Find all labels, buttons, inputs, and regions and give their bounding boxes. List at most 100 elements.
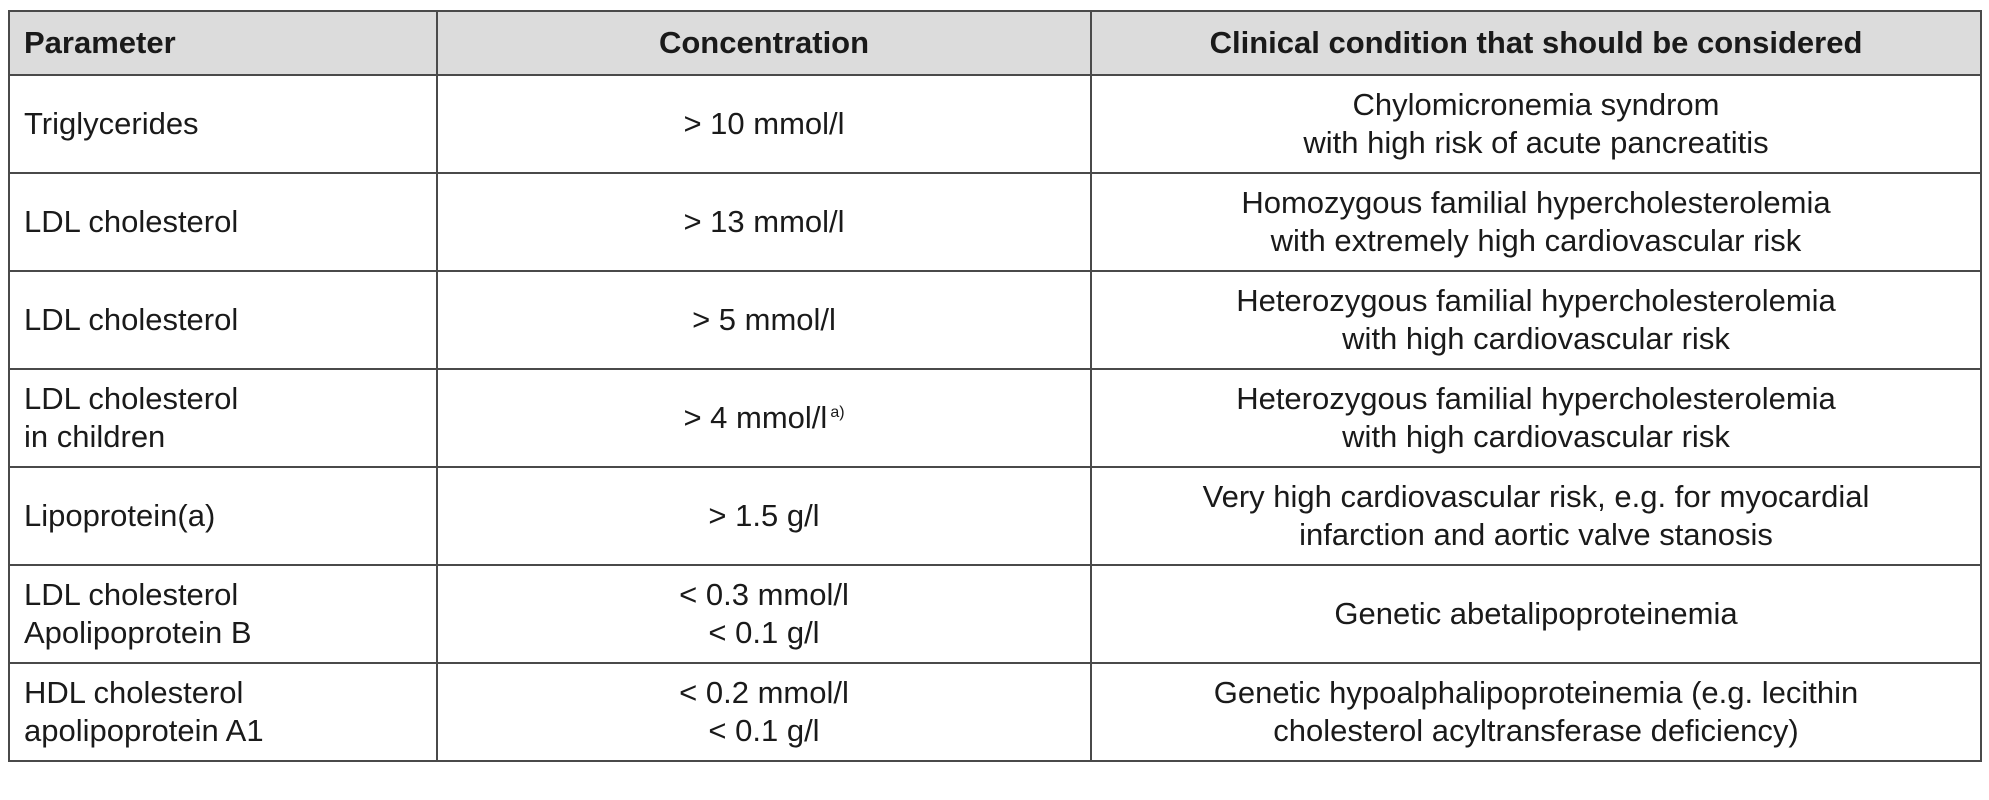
condition-cell-text: Homozygous familial hypercholesterolemia xyxy=(1241,185,1831,220)
concentration-cell-text: < 0.1 g/l xyxy=(708,615,820,650)
condition-cell-line: infarction and aortic valve stanosis xyxy=(1106,516,1966,554)
concentration-cell: > 10 mmol/l xyxy=(436,74,1092,174)
concentration-cell-text: > 10 mmol/l xyxy=(683,106,845,141)
parameter-cell-text: Apolipoprotein B xyxy=(24,615,252,650)
parameter-cell-text: LDL cholesterol xyxy=(24,302,239,337)
footnote-marker: a) xyxy=(830,403,845,421)
parameter-cell-line: LDL cholesterol xyxy=(24,301,422,339)
condition-cell-text: Very high cardiovascular risk, e.g. for … xyxy=(1202,479,1870,514)
condition-cell-text: Genetic abetalipoproteinemia xyxy=(1334,596,1738,631)
table-row: Lipoprotein(a) > 1.5 g/l Very high cardiov… xyxy=(8,466,1982,566)
condition-cell: Heterozygous familial hypercholesterolem… xyxy=(1090,270,1982,370)
parameter-cell: LDL cholesterol Apolipoprotein B xyxy=(8,564,438,664)
parameter-cell-text: Lipoprotein(a) xyxy=(24,498,216,533)
concentration-cell-text: > 4 mmol/l xyxy=(683,400,828,435)
parameter-cell-line: Lipoprotein(a) xyxy=(24,497,422,535)
table-row: LDL cholesterol Apolipoprotein B < 0.3 mmo… xyxy=(8,564,1982,664)
concentration-cell-line: < 0.3 mmol/l xyxy=(452,576,1076,614)
concentration-cell-line: > 4 mmol/l a) xyxy=(452,399,1076,437)
header-parameter: Parameter xyxy=(8,10,438,76)
concentration-cell: < 0.3 mmol/l < 0.1 g/l xyxy=(436,564,1092,664)
header-concentration: Concentration xyxy=(436,10,1092,76)
condition-cell-line: Homozygous familial hypercholesterolemia xyxy=(1106,184,1966,222)
parameter-cell-text: in children xyxy=(24,419,166,454)
condition-cell-text: infarction and aortic valve stanosis xyxy=(1299,517,1773,552)
parameter-cell-line: LDL cholesterol xyxy=(24,380,422,418)
parameter-cell-text: LDL cholesterol xyxy=(24,577,239,612)
condition-cell-line: Genetic abetalipoproteinemia xyxy=(1106,595,1966,633)
parameter-cell-text: HDL cholesterol xyxy=(24,675,244,710)
concentration-cell-text: < 0.1 g/l xyxy=(708,713,820,748)
condition-cell-line: with high cardiovascular risk xyxy=(1106,320,1966,358)
concentration-cell: > 1.5 g/l xyxy=(436,466,1092,566)
parameter-cell-line: HDL cholesterol xyxy=(24,674,422,712)
condition-cell-text: with high cardiovascular risk xyxy=(1342,321,1730,356)
concentration-cell: > 13 mmol/l xyxy=(436,172,1092,272)
condition-cell-text: Heterozygous familial hypercholesterolem… xyxy=(1236,283,1836,318)
condition-cell: Chylomicronemia syndrom with high risk of… xyxy=(1090,74,1982,174)
concentration-cell-line: > 10 mmol/l xyxy=(452,105,1076,143)
table-row: HDL cholesterol apolipoprotein A1 < 0.2 mm… xyxy=(8,662,1982,762)
condition-cell-text: with high cardiovascular risk xyxy=(1342,419,1730,454)
parameter-cell-text: LDL cholesterol xyxy=(24,381,239,416)
parameter-cell-line: LDL cholesterol xyxy=(24,203,422,241)
condition-cell: Homozygous familial hypercholesterolemia… xyxy=(1090,172,1982,272)
condition-cell-line: Genetic hypoalphalipoproteinemia (e.g. l… xyxy=(1106,674,1966,712)
concentration-cell-text: < 0.2 mmol/l xyxy=(679,675,849,710)
condition-cell-text: cholesterol acyltransferase deficiency) xyxy=(1273,713,1799,748)
table-row: LDL cholesterol in children > 4 mmol/l a) He… xyxy=(8,368,1982,468)
concentration-cell-line: > 5 mmol/l xyxy=(452,301,1076,339)
concentration-cell-line: > 13 mmol/l xyxy=(452,203,1076,241)
parameter-cell-line: apolipoprotein A1 xyxy=(24,712,422,750)
parameter-cell-line: Apolipoprotein B xyxy=(24,614,422,652)
condition-cell-text: Chylomicronemia syndrom xyxy=(1352,87,1720,122)
parameter-cell: LDL cholesterol xyxy=(8,172,438,272)
parameter-cell: Triglycerides xyxy=(8,74,438,174)
parameter-cell: LDL cholesterol xyxy=(8,270,438,370)
condition-cell-line: with high risk of acute pancreatitis xyxy=(1106,124,1966,162)
parameter-cell: HDL cholesterol apolipoprotein A1 xyxy=(8,662,438,762)
concentration-cell: < 0.2 mmol/l < 0.1 g/l xyxy=(436,662,1092,762)
concentration-cell-text: > 5 mmol/l xyxy=(692,302,836,337)
condition-cell: Heterozygous familial hypercholesterolem… xyxy=(1090,368,1982,468)
parameter-cell-line: LDL cholesterol xyxy=(24,576,422,614)
condition-cell-line: Heterozygous familial hypercholesterolem… xyxy=(1106,282,1966,320)
concentration-cell-line: < 0.1 g/l xyxy=(452,614,1076,652)
parameter-cell-text: apolipoprotein A1 xyxy=(24,713,264,748)
condition-cell-line: with extremely high cardiovascular risk xyxy=(1106,222,1966,260)
condition-cell: Genetic hypoalphalipoproteinemia (e.g. l… xyxy=(1090,662,1982,762)
concentration-cell: > 4 mmol/l a) xyxy=(436,368,1092,468)
lipid-threshold-table: Parameter Concentration Clinical conditi… xyxy=(8,10,1982,762)
concentration-cell: > 5 mmol/l xyxy=(436,270,1092,370)
condition-cell-line: Heterozygous familial hypercholesterolem… xyxy=(1106,380,1966,418)
condition-cell-line: with high cardiovascular risk xyxy=(1106,418,1966,456)
parameter-cell: Lipoprotein(a) xyxy=(8,466,438,566)
parameter-cell-line: in children xyxy=(24,418,422,456)
parameter-cell-text: LDL cholesterol xyxy=(24,204,239,239)
parameter-cell: LDL cholesterol in children xyxy=(8,368,438,468)
concentration-cell-line: < 0.1 g/l xyxy=(452,712,1076,750)
condition-cell-line: Very high cardiovascular risk, e.g. for … xyxy=(1106,478,1966,516)
condition-cell-text: Heterozygous familial hypercholesterolem… xyxy=(1236,381,1836,416)
condition-cell-text: Genetic hypoalphalipoproteinemia (e.g. l… xyxy=(1213,675,1859,710)
condition-cell-text: with high risk of acute pancreatitis xyxy=(1303,125,1769,160)
condition-cell: Genetic abetalipoproteinemia xyxy=(1090,564,1982,664)
condition-cell-text: with extremely high cardiovascular risk xyxy=(1270,223,1802,258)
table-row: LDL cholesterol > 5 mmol/l Heterozygous fa… xyxy=(8,270,1982,370)
concentration-cell-line: > 1.5 g/l xyxy=(452,497,1076,535)
header-condition: Clinical condition that should be consid… xyxy=(1090,10,1982,76)
table-header: Parameter Concentration Clinical conditi… xyxy=(8,10,1982,76)
concentration-cell-text: > 1.5 g/l xyxy=(708,498,820,533)
condition-cell: Very high cardiovascular risk, e.g. for … xyxy=(1090,466,1982,566)
header-row: Parameter Concentration Clinical conditi… xyxy=(8,10,1982,76)
concentration-cell-text: > 13 mmol/l xyxy=(683,204,845,239)
parameter-cell-text: Triglycerides xyxy=(24,106,199,141)
concentration-cell-text: < 0.3 mmol/l xyxy=(679,577,849,612)
condition-cell-line: Chylomicronemia syndrom xyxy=(1106,86,1966,124)
table-row: Triglycerides > 10 mmol/l Chylomicronemia … xyxy=(8,74,1982,174)
parameter-cell-line: Triglycerides xyxy=(24,105,422,143)
condition-cell-line: cholesterol acyltransferase deficiency) xyxy=(1106,712,1966,750)
table-row: LDL cholesterol > 13 mmol/l Homozygous fam… xyxy=(8,172,1982,272)
table-body: Triglycerides > 10 mmol/l Chylomicronemia … xyxy=(8,74,1982,762)
concentration-cell-line: < 0.2 mmol/l xyxy=(452,674,1076,712)
